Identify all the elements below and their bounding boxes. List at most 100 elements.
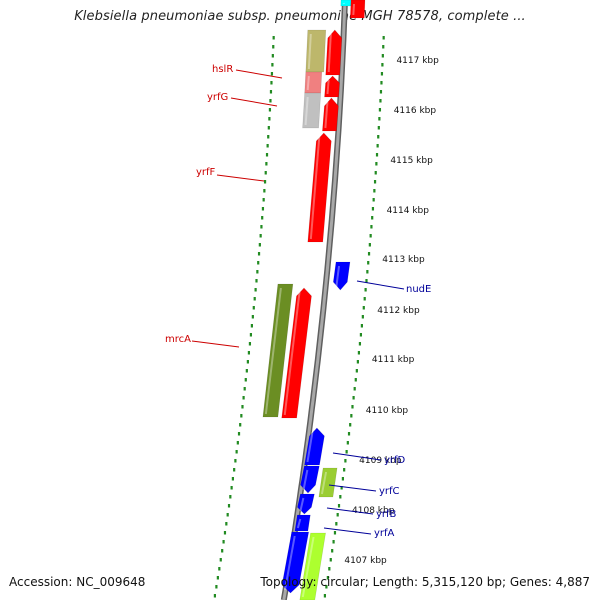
track-dot bbox=[371, 216, 374, 220]
track-dot bbox=[377, 135, 380, 139]
blue-gene-nudE[interactable] bbox=[332, 261, 351, 291]
track-dot bbox=[264, 171, 267, 175]
track-dot bbox=[262, 198, 265, 202]
blue-gene-tail[interactable] bbox=[281, 531, 310, 594]
track-dot bbox=[367, 252, 371, 256]
track-dot bbox=[231, 477, 234, 481]
lime-feature-2[interactable] bbox=[299, 532, 326, 600]
red-gene-yrfG[interactable] bbox=[322, 97, 339, 132]
feature-highlight bbox=[283, 291, 301, 416]
track-dot bbox=[272, 45, 275, 49]
track-dot bbox=[375, 162, 378, 166]
feature-highlight bbox=[301, 536, 315, 598]
track-dot bbox=[374, 171, 377, 175]
track-dot bbox=[263, 189, 266, 193]
grey-feature[interactable] bbox=[302, 92, 322, 129]
track-dot bbox=[353, 387, 356, 391]
track-dot bbox=[213, 594, 217, 598]
lime-feature-1[interactable] bbox=[318, 467, 338, 498]
track-dot bbox=[259, 234, 262, 238]
track-dot bbox=[359, 333, 363, 337]
track-dot bbox=[372, 198, 375, 202]
red-gene-mrcA[interactable] bbox=[281, 287, 312, 419]
red-gene-yrfF[interactable] bbox=[307, 132, 332, 243]
gene-label-yrfa[interactable]: yrfA bbox=[374, 528, 395, 539]
blue-gene-yrfD[interactable] bbox=[304, 427, 325, 466]
gene-label-nude[interactable]: nudE bbox=[406, 284, 431, 295]
track-dot bbox=[367, 261, 370, 265]
feature-highlight bbox=[302, 469, 309, 491]
track-dot bbox=[271, 54, 274, 58]
track-dot bbox=[350, 414, 353, 418]
feature-highlight bbox=[299, 497, 305, 512]
red-gene-small[interactable] bbox=[324, 75, 340, 98]
track-dot bbox=[381, 63, 384, 67]
scale-tick-label: 4112 kbp bbox=[377, 306, 420, 316]
blue-gene-yrfC[interactable] bbox=[300, 465, 320, 494]
gene-label-yrff[interactable]: yrfF bbox=[196, 167, 216, 178]
gene-label-yrfc[interactable]: yrfC bbox=[379, 486, 400, 497]
track-dot bbox=[256, 270, 259, 274]
olive-gene-mrcA[interactable] bbox=[262, 283, 294, 418]
track-dot bbox=[219, 558, 222, 562]
track-dot bbox=[268, 117, 271, 121]
track-dot bbox=[236, 441, 239, 445]
track-dot bbox=[345, 450, 348, 454]
blue-gene-yrfA[interactable] bbox=[294, 514, 311, 532]
track-dot bbox=[216, 576, 219, 580]
scale-tick-label: 4114 kbp bbox=[387, 206, 430, 216]
track-dot bbox=[335, 522, 338, 526]
track-dot bbox=[260, 225, 263, 229]
track-dot bbox=[241, 405, 244, 409]
track-dot bbox=[233, 468, 236, 472]
gene-leader-line bbox=[216, 174, 265, 182]
track-dot bbox=[226, 513, 229, 517]
track-dot bbox=[270, 81, 273, 85]
scale-tick-label: 4110 kbp bbox=[366, 406, 409, 416]
red-gene-hslR[interactable] bbox=[325, 29, 343, 76]
red-gene-top[interactable] bbox=[349, 0, 366, 19]
track-dot bbox=[266, 144, 269, 148]
track-dot bbox=[230, 486, 233, 490]
gene-label-yrfg[interactable]: yrfG bbox=[207, 92, 228, 103]
gene-label-yrfb[interactable]: yrfB bbox=[376, 509, 397, 520]
track-dot bbox=[265, 153, 269, 157]
track-dot bbox=[378, 117, 381, 121]
track-dot bbox=[240, 414, 243, 418]
track-dot bbox=[329, 558, 332, 562]
olive-khaki-feature[interactable] bbox=[305, 29, 327, 73]
gene-label-mrca[interactable]: mrcA bbox=[165, 334, 191, 345]
track-dot bbox=[248, 342, 252, 346]
track-dot bbox=[337, 504, 341, 508]
track-dot bbox=[242, 396, 245, 400]
track-dot bbox=[237, 432, 241, 436]
track-dot bbox=[376, 144, 379, 148]
track-dot bbox=[336, 513, 339, 517]
track-dot bbox=[235, 450, 238, 454]
track-dot bbox=[362, 306, 365, 310]
track-dot bbox=[352, 396, 355, 400]
track-dot bbox=[261, 207, 265, 211]
gene-label-yrfd[interactable]: yrfD bbox=[384, 455, 406, 466]
gene-leader-line bbox=[356, 280, 405, 290]
blue-gene-yrfB[interactable] bbox=[297, 493, 315, 515]
gene-leader-line bbox=[332, 452, 382, 461]
track-dot bbox=[249, 333, 253, 337]
feature-highlight bbox=[283, 535, 296, 591]
feature-highlight bbox=[306, 431, 314, 463]
track-dot bbox=[263, 180, 267, 184]
gene-leader-line bbox=[323, 527, 372, 535]
track-dot bbox=[332, 540, 335, 544]
track-dot bbox=[349, 423, 352, 427]
track-dot bbox=[267, 126, 270, 130]
gene-leader-line bbox=[230, 97, 278, 107]
track-dot bbox=[261, 216, 264, 220]
gene-leader-line bbox=[326, 507, 374, 515]
gene-label-hslr[interactable]: hslR bbox=[212, 64, 233, 75]
track-dot bbox=[251, 315, 254, 319]
track-dot bbox=[239, 423, 242, 427]
track-dot bbox=[269, 90, 273, 94]
gene-labels: hslR yrfG yrfF mrcA nudE yrfD yrfC yrfB yrfA bbox=[165, 64, 431, 539]
track-dot bbox=[339, 495, 342, 499]
